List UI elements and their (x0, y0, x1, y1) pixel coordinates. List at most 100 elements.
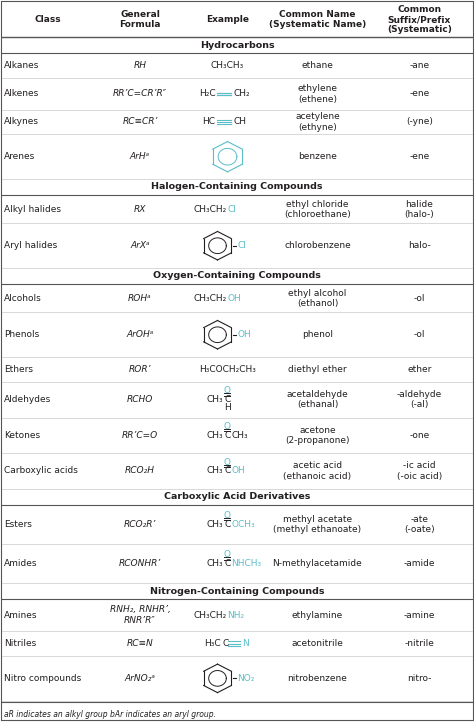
Text: aR indicates an alkyl group bAr indicates an aryl group.: aR indicates an alkyl group bAr indicate… (4, 710, 216, 718)
Text: Halogen-Containing Compounds: Halogen-Containing Compounds (151, 183, 323, 191)
Text: acetylene
(ethyne): acetylene (ethyne) (295, 112, 340, 131)
Text: Esters: Esters (4, 520, 32, 529)
Text: RC≡N: RC≡N (127, 639, 154, 648)
Text: CH₃: CH₃ (207, 559, 224, 568)
Text: diethyl ether: diethyl ether (288, 365, 347, 374)
Text: acetonitrile: acetonitrile (292, 639, 344, 648)
Text: O: O (224, 458, 231, 466)
Text: Alkenes: Alkenes (4, 90, 39, 98)
Text: Nitriles: Nitriles (4, 639, 36, 648)
Text: -ane: -ane (410, 61, 429, 70)
Text: halide
(halo-): halide (halo-) (405, 199, 434, 219)
Text: Aldehydes: Aldehydes (4, 395, 51, 404)
Text: chlorobenzene: chlorobenzene (284, 241, 351, 251)
Text: Nitrogen-Containing Compounds: Nitrogen-Containing Compounds (150, 587, 324, 596)
Text: -aldehyde
(-al): -aldehyde (-al) (397, 390, 442, 409)
Text: nitrobenzene: nitrobenzene (288, 674, 347, 683)
Text: ethyl alcohol
(ethanol): ethyl alcohol (ethanol) (288, 289, 346, 308)
Text: ROHᵃ: ROHᵃ (128, 294, 152, 303)
Text: CH₂: CH₂ (234, 90, 250, 98)
Text: CH₃: CH₃ (207, 395, 224, 404)
Text: Amides: Amides (4, 559, 37, 568)
Text: CH₃: CH₃ (207, 431, 224, 440)
Text: HC: HC (202, 118, 216, 126)
Text: RCONHR’: RCONHR’ (119, 559, 161, 568)
Text: ether: ether (407, 365, 432, 374)
Text: ROR’: ROR’ (129, 365, 151, 374)
Text: -ate
(-oate): -ate (-oate) (404, 515, 435, 534)
Text: -ene: -ene (410, 152, 429, 161)
Text: Ethers: Ethers (4, 365, 33, 374)
Text: ethylamine: ethylamine (292, 611, 343, 619)
Text: CH₃CH₂: CH₃CH₂ (193, 205, 227, 214)
Text: phenol: phenol (302, 330, 333, 339)
Text: -one: -one (410, 431, 429, 440)
Text: Aryl halides: Aryl halides (4, 241, 57, 251)
Text: C: C (224, 395, 231, 404)
Text: Alkanes: Alkanes (4, 61, 39, 70)
Text: -nitrile: -nitrile (405, 639, 435, 648)
Text: Hydrocarbons: Hydrocarbons (200, 41, 274, 50)
Text: ethyl chloride
(chloroethane): ethyl chloride (chloroethane) (284, 199, 351, 219)
Text: Amines: Amines (4, 611, 37, 619)
Text: C: C (224, 431, 231, 440)
Text: C: C (224, 466, 231, 476)
Text: methyl acetate
(methyl ethanoate): methyl acetate (methyl ethanoate) (273, 515, 362, 534)
Text: RCO₂H: RCO₂H (125, 466, 155, 476)
Text: Carboxylic Acid Derivatives: Carboxylic Acid Derivatives (164, 492, 310, 501)
Text: H₃C: H₃C (204, 639, 220, 648)
Text: ArNO₂ᵃ: ArNO₂ᵃ (125, 674, 155, 683)
Text: NH₂: NH₂ (228, 611, 245, 619)
Text: Alcohols: Alcohols (4, 294, 42, 303)
Text: H: H (224, 404, 231, 412)
Text: ethylene
(ethene): ethylene (ethene) (298, 84, 337, 104)
Text: halo-: halo- (408, 241, 431, 251)
Text: OH: OH (237, 330, 251, 339)
Text: Oxygen-Containing Compounds: Oxygen-Containing Compounds (153, 271, 321, 280)
Text: Phenols: Phenols (4, 330, 39, 339)
Text: N-methylacetamide: N-methylacetamide (273, 559, 363, 568)
Text: ethane: ethane (301, 61, 333, 70)
Text: benzene: benzene (298, 152, 337, 161)
Text: RX: RX (134, 205, 146, 214)
Text: RR’C=CR’R″: RR’C=CR’R″ (113, 90, 167, 98)
Text: ArHᵃ: ArHᵃ (130, 152, 150, 161)
Text: CH₃CH₂: CH₃CH₂ (193, 294, 227, 303)
Text: ArOHᵃ: ArOHᵃ (127, 330, 154, 339)
Text: ArXᵃ: ArXᵃ (130, 241, 150, 251)
Text: acetic acid
(ethanoic acid): acetic acid (ethanoic acid) (283, 461, 352, 481)
Text: -ene: -ene (410, 90, 429, 98)
Text: C: C (224, 559, 231, 568)
Text: OH: OH (228, 294, 241, 303)
Text: O: O (224, 386, 231, 396)
Text: Class: Class (34, 15, 61, 24)
Text: RCHO: RCHO (127, 395, 153, 404)
Text: CH₃: CH₃ (231, 431, 248, 440)
Text: Arenes: Arenes (4, 152, 35, 161)
Text: Cl: Cl (237, 241, 246, 251)
Text: RR’C=O: RR’C=O (122, 431, 158, 440)
Text: H₃COCH₂CH₃: H₃COCH₂CH₃ (199, 365, 256, 374)
Text: nitro-: nitro- (407, 674, 432, 683)
Text: O: O (224, 511, 231, 520)
Text: CH₃CH₃: CH₃CH₃ (211, 61, 244, 70)
Text: C: C (222, 639, 229, 648)
Text: Example: Example (206, 15, 249, 24)
Text: Nitro compounds: Nitro compounds (4, 674, 81, 683)
Text: Alkynes: Alkynes (4, 118, 39, 126)
Text: acetone
(2-propanone): acetone (2-propanone) (285, 426, 350, 445)
Text: Alkyl halides: Alkyl halides (4, 205, 61, 214)
Text: C: C (224, 520, 231, 529)
Text: RC≡CR’: RC≡CR’ (122, 118, 158, 126)
Text: (-yne): (-yne) (406, 118, 433, 126)
Text: RCO₂R’: RCO₂R’ (124, 520, 156, 529)
Text: O: O (224, 422, 231, 431)
Text: RH: RH (134, 61, 146, 70)
Text: CH₃CH₂: CH₃CH₂ (193, 611, 227, 619)
Text: O: O (224, 550, 231, 559)
Text: Common
Suffix/Prefix
(Systematic): Common Suffix/Prefix (Systematic) (387, 4, 452, 35)
Text: -amide: -amide (404, 559, 435, 568)
Text: CH₃: CH₃ (207, 520, 224, 529)
Text: NO₂: NO₂ (237, 674, 255, 683)
Text: OCH₃: OCH₃ (231, 520, 255, 529)
